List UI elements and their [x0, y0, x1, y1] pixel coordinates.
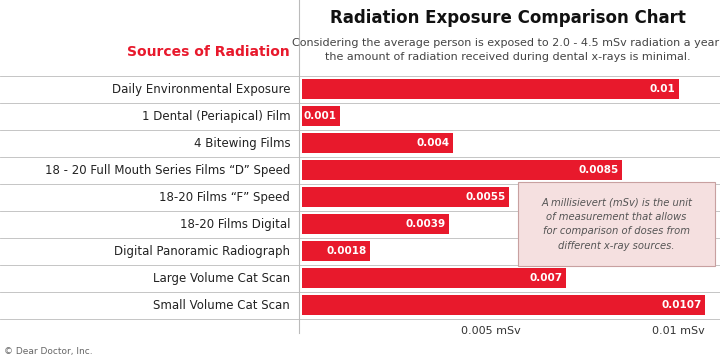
Text: 0.0039: 0.0039 [405, 219, 446, 229]
Text: 1 Dental (Periapical) Film: 1 Dental (Periapical) Film [142, 109, 290, 123]
Text: 0.005 mSv: 0.005 mSv [461, 326, 521, 336]
Bar [302, 187, 510, 207]
Text: © Dear Doctor, Inc.: © Dear Doctor, Inc. [4, 347, 92, 356]
Bar [302, 79, 679, 99]
Text: Digital Panoramic Radiograph: Digital Panoramic Radiograph [114, 244, 290, 258]
Bar [302, 106, 340, 126]
Text: Sources of Radiation: Sources of Radiation [127, 45, 290, 59]
Bar [302, 295, 705, 315]
Text: 0.001: 0.001 [303, 111, 336, 121]
Text: A millisievert (mSv) is the unit
of measurement that allows
for comparison of do: A millisievert (mSv) is the unit of meas… [541, 198, 692, 251]
Text: 0.0107: 0.0107 [661, 300, 701, 310]
Bar [302, 269, 566, 288]
Text: 0.0055: 0.0055 [466, 192, 505, 202]
Text: 0.004: 0.004 [416, 138, 449, 148]
Text: Considering the average person is exposed to 2.0 - 4.5 mSv radiation a year,
the: Considering the average person is expose… [292, 38, 720, 62]
Text: 18 - 20 Full Mouth Series Films “D” Speed: 18 - 20 Full Mouth Series Films “D” Spee… [45, 163, 290, 177]
Bar [302, 161, 622, 180]
Text: 0.0018: 0.0018 [326, 246, 366, 256]
Text: Radiation Exposure Comparison Chart: Radiation Exposure Comparison Chart [330, 9, 685, 27]
Bar [302, 215, 449, 234]
Bar [302, 242, 370, 261]
Text: 18-20 Films Digital: 18-20 Films Digital [180, 217, 290, 231]
Text: 4 Bitewing Films: 4 Bitewing Films [194, 136, 290, 150]
Text: 18-20 Films “F” Speed: 18-20 Films “F” Speed [159, 190, 290, 204]
Text: Large Volume Cat Scan: Large Volume Cat Scan [153, 271, 290, 285]
Text: Daily Environmental Exposure: Daily Environmental Exposure [112, 82, 290, 96]
Text: 0.01 mSv: 0.01 mSv [652, 326, 705, 336]
Bar [302, 133, 453, 153]
Text: 0.0085: 0.0085 [578, 165, 618, 175]
FancyBboxPatch shape [518, 182, 715, 266]
Text: 0.007: 0.007 [529, 273, 562, 283]
Text: 0.01: 0.01 [649, 84, 675, 94]
Text: Small Volume Cat Scan: Small Volume Cat Scan [153, 298, 290, 312]
